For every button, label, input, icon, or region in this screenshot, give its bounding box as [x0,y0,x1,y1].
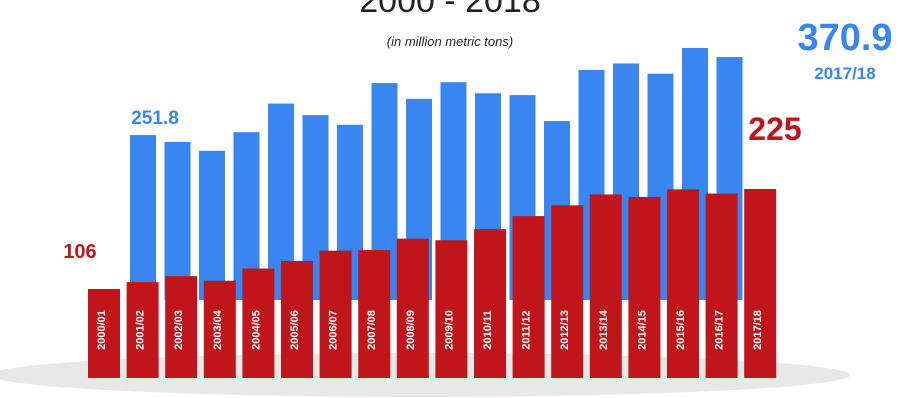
bar [319,250,352,378]
category-label: 2017/18 [814,64,875,83]
x-tick-label: 2013/14 [598,309,610,350]
chart-subtitle: (in million metric tons) [387,34,513,49]
bar [199,150,225,300]
value-label: 370.9 [797,17,892,59]
x-tick-label: 2015/16 [675,310,687,350]
x-tick-label: 2003/04 [212,309,224,350]
bar [744,189,777,378]
x-tick-label: 2004/05 [250,310,262,350]
chart-title: 2000 - 2018 [359,0,541,20]
x-tick-label: 2008/09 [405,310,417,350]
x-tick-label: 2017/18 [752,310,764,350]
bar [130,135,156,300]
x-tick-label: 2011/12 [521,310,533,349]
bar [705,193,738,378]
bar [435,240,468,378]
bar [512,216,545,378]
bar [88,288,120,378]
x-tick-label: 2014/15 [636,310,648,350]
bar [242,268,275,378]
bar [551,205,584,378]
bar [589,194,622,378]
x-tick-label: 2002/03 [173,310,185,350]
bar [126,282,159,378]
bar [628,196,661,378]
value-label: 251.8 [131,108,179,129]
bar [164,141,191,300]
value-label: 106 [63,241,96,263]
x-tick-label: 2009/10 [443,310,455,350]
x-tick-label: 2016/17 [714,310,726,350]
bar [667,189,699,378]
bar [165,276,198,378]
x-tick-label: 2000/01 [96,310,108,350]
value-label: 225 [748,111,801,147]
bar [203,280,236,378]
bar [281,260,313,378]
x-tick-label: 2001/02 [135,310,147,350]
x-tick-label: 2007/08 [366,310,378,350]
x-tick-label: 2010/11 [482,310,494,349]
bar [396,238,429,378]
x-tick-label: 2012/13 [559,310,571,350]
bar [358,250,391,378]
bar [474,229,506,378]
x-tick-label: 2005/06 [289,310,301,350]
x-tick-label: 2006/07 [328,310,340,350]
